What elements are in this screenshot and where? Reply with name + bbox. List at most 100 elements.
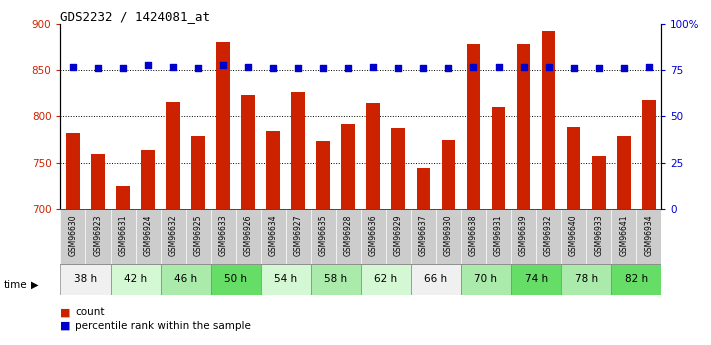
Bar <box>267 131 280 209</box>
Text: GSM96930: GSM96930 <box>444 214 453 256</box>
Bar <box>461 209 486 264</box>
Bar <box>436 209 461 264</box>
Bar <box>66 133 80 209</box>
Text: GSM96634: GSM96634 <box>269 214 278 256</box>
Text: GSM96926: GSM96926 <box>244 215 252 256</box>
Bar <box>561 264 611 295</box>
Bar <box>166 102 180 209</box>
Bar <box>442 139 455 209</box>
Bar <box>386 209 411 264</box>
Bar <box>110 264 161 295</box>
Bar <box>466 45 481 209</box>
Text: 82 h: 82 h <box>625 275 648 284</box>
Text: 42 h: 42 h <box>124 275 147 284</box>
Text: GSM96923: GSM96923 <box>93 215 102 256</box>
Bar <box>110 209 136 264</box>
Text: GSM96633: GSM96633 <box>219 214 228 256</box>
Point <box>468 64 479 69</box>
Point <box>292 66 304 71</box>
Text: GSM96630: GSM96630 <box>68 214 77 256</box>
Bar <box>561 209 586 264</box>
Bar <box>486 209 511 264</box>
Bar <box>360 264 411 295</box>
Point <box>418 66 429 71</box>
Point <box>142 62 154 68</box>
Bar <box>617 136 631 209</box>
Point <box>443 66 454 71</box>
Bar <box>210 264 261 295</box>
Text: ■: ■ <box>60 321 71 331</box>
Bar <box>611 264 661 295</box>
Bar <box>161 209 186 264</box>
Text: GSM96636: GSM96636 <box>369 214 378 256</box>
Bar <box>511 264 561 295</box>
Point <box>318 66 329 71</box>
Bar <box>536 209 561 264</box>
Bar <box>567 127 580 209</box>
Bar <box>511 209 536 264</box>
Text: GSM96639: GSM96639 <box>519 214 528 256</box>
Point <box>267 66 279 71</box>
Bar <box>311 264 360 295</box>
Text: time: time <box>4 280 27 289</box>
Text: GSM96925: GSM96925 <box>193 215 203 256</box>
Bar <box>336 209 360 264</box>
Bar <box>60 264 110 295</box>
Text: ▶: ▶ <box>31 280 38 289</box>
Point <box>368 64 379 69</box>
Bar <box>60 209 85 264</box>
Bar <box>417 168 430 209</box>
Text: GSM96631: GSM96631 <box>119 215 127 256</box>
Text: 58 h: 58 h <box>324 275 348 284</box>
Point <box>543 64 555 69</box>
Bar <box>360 209 386 264</box>
Text: 70 h: 70 h <box>474 275 498 284</box>
Bar <box>636 209 661 264</box>
Bar <box>392 128 405 209</box>
Text: 74 h: 74 h <box>525 275 547 284</box>
Text: 66 h: 66 h <box>424 275 447 284</box>
Text: 54 h: 54 h <box>274 275 297 284</box>
Bar <box>136 209 161 264</box>
Text: 62 h: 62 h <box>374 275 397 284</box>
Text: GSM96934: GSM96934 <box>644 214 653 256</box>
Text: GSM96632: GSM96632 <box>169 215 178 256</box>
Point <box>92 66 104 71</box>
Point <box>593 66 604 71</box>
Bar <box>161 264 210 295</box>
Text: 38 h: 38 h <box>74 275 97 284</box>
Bar <box>341 124 356 209</box>
Bar <box>235 209 261 264</box>
Point <box>618 66 629 71</box>
Bar <box>542 31 555 209</box>
Bar <box>91 154 105 209</box>
Point <box>242 64 254 69</box>
Bar <box>292 92 305 209</box>
Text: GSM96638: GSM96638 <box>469 215 478 256</box>
Point <box>518 64 529 69</box>
Bar <box>261 264 311 295</box>
Text: GSM96635: GSM96635 <box>319 214 328 256</box>
Text: GSM96640: GSM96640 <box>569 214 578 256</box>
Bar <box>461 264 511 295</box>
Bar <box>286 209 311 264</box>
Text: count: count <box>75 307 105 317</box>
Bar <box>411 264 461 295</box>
Point <box>117 66 129 71</box>
Bar <box>85 209 110 264</box>
Text: GSM96931: GSM96931 <box>494 215 503 256</box>
Bar <box>592 156 606 209</box>
Bar <box>116 186 130 209</box>
Bar <box>316 141 330 209</box>
Text: GSM96924: GSM96924 <box>144 215 153 256</box>
Bar <box>586 209 611 264</box>
Text: GSM96637: GSM96637 <box>419 214 428 256</box>
Bar <box>491 107 506 209</box>
Bar <box>366 102 380 209</box>
Bar <box>191 136 205 209</box>
Point <box>493 64 504 69</box>
Bar <box>311 209 336 264</box>
Point <box>568 66 579 71</box>
Text: GDS2232 / 1424081_at: GDS2232 / 1424081_at <box>60 10 210 23</box>
Text: GSM96928: GSM96928 <box>344 215 353 256</box>
